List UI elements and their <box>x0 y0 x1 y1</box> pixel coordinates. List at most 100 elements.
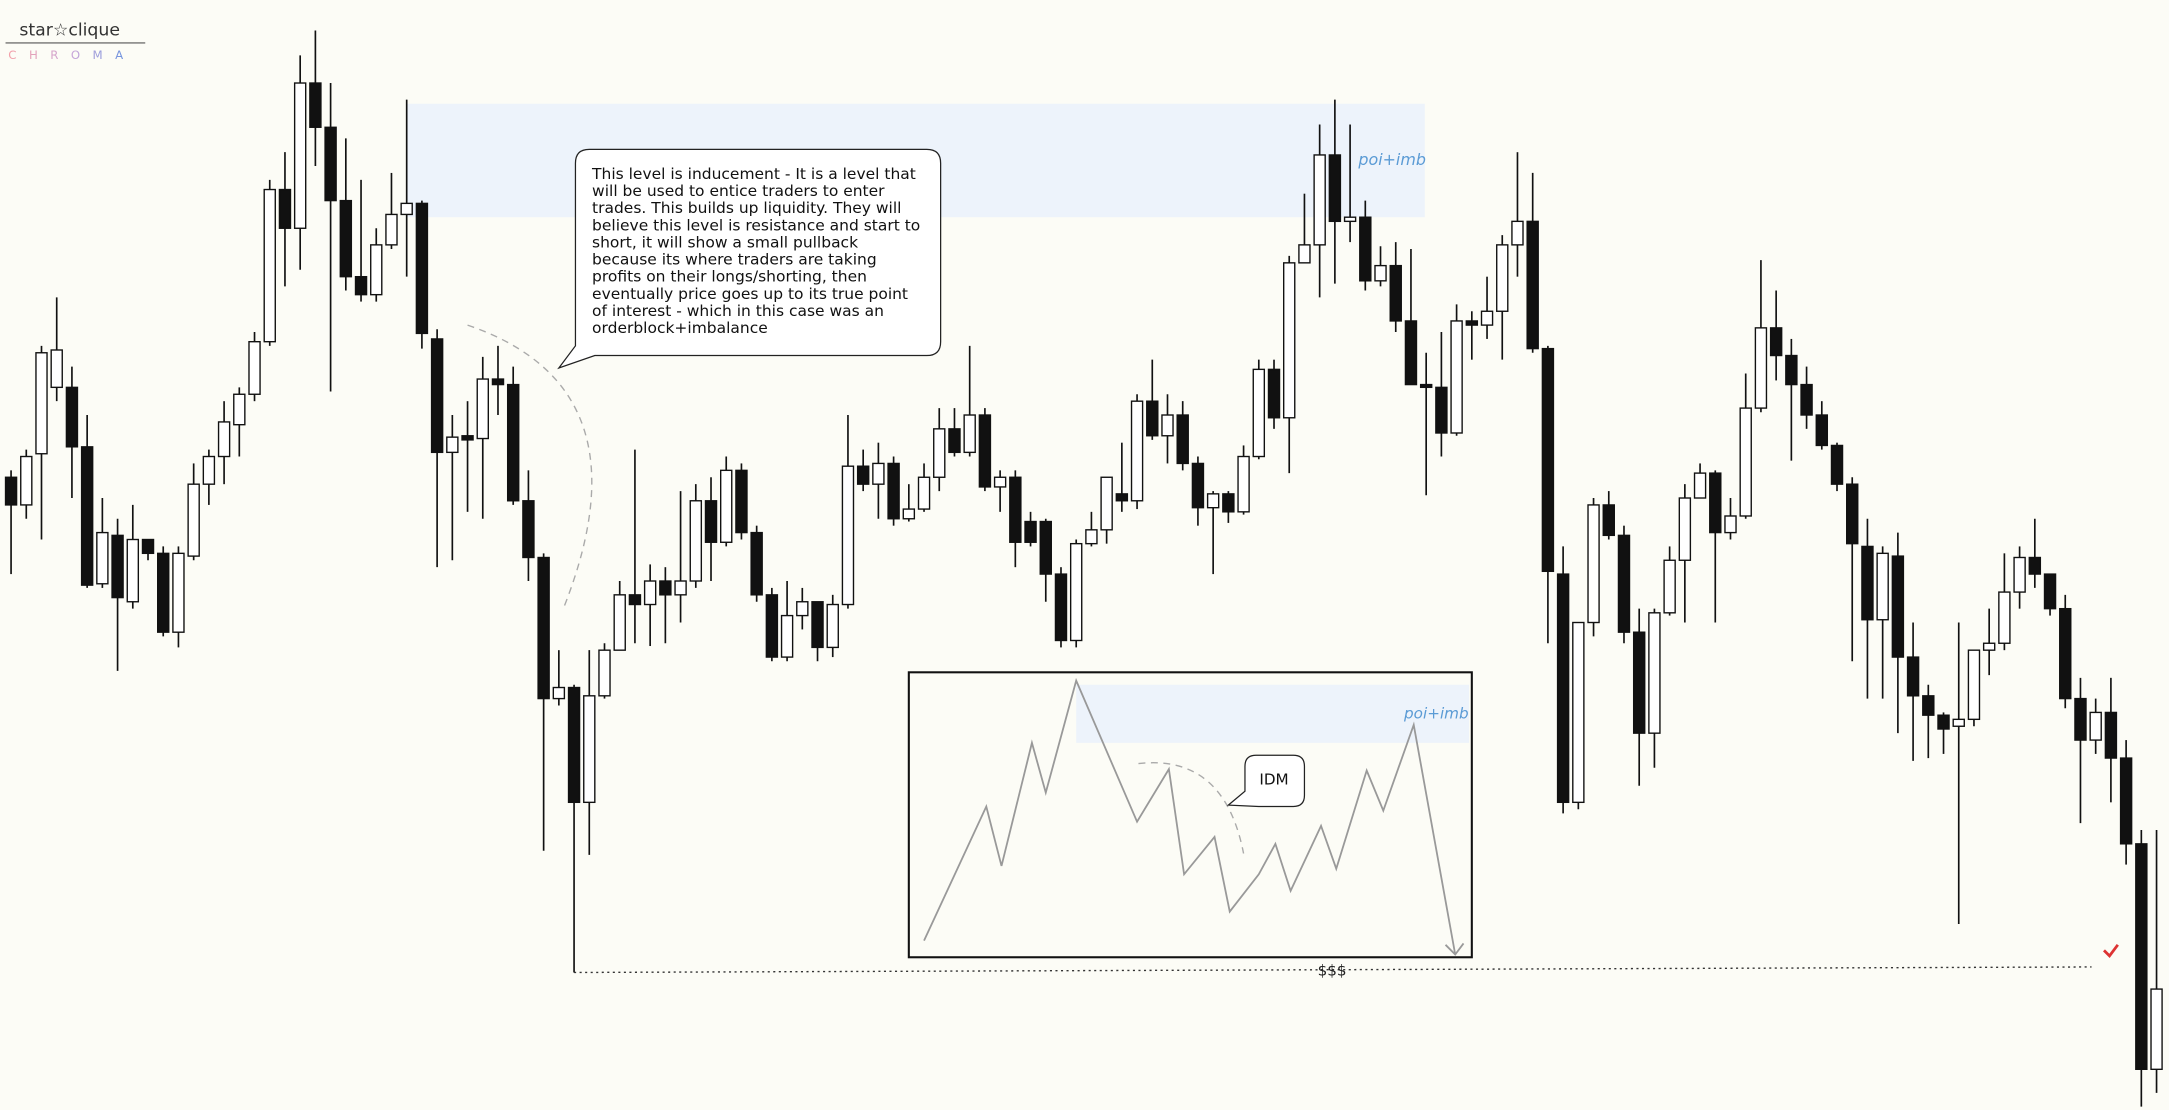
down-body <box>2059 607 2072 700</box>
up-body <box>902 508 916 520</box>
logo: star☆clique CHROMA <box>5 20 146 62</box>
up-body <box>1876 552 1889 621</box>
down-body <box>1039 520 1052 575</box>
down-body <box>1404 320 1418 386</box>
callout-line: because its where traders are taking <box>592 251 877 269</box>
up-body <box>293 82 307 229</box>
down-body <box>1465 320 1479 326</box>
up-body <box>187 483 200 557</box>
down-body <box>628 594 642 606</box>
down-body <box>1937 714 1950 730</box>
up-body <box>674 580 687 596</box>
down-body <box>1556 573 1570 804</box>
up-body <box>796 601 809 617</box>
inset: poi+imb IDM <box>907 671 1473 959</box>
up-body <box>35 352 48 455</box>
up-body <box>841 465 855 606</box>
up-body <box>552 686 566 700</box>
up-body <box>2150 988 2163 1070</box>
down-body <box>978 414 992 488</box>
down-body <box>80 446 94 586</box>
down-body <box>1769 327 1783 357</box>
up-body <box>613 594 626 651</box>
inset-zone-label: poi+imb <box>1403 704 1469 722</box>
down-body <box>354 275 368 296</box>
up-body <box>446 436 459 454</box>
up-body <box>1161 414 1174 437</box>
down-body <box>2135 843 2148 1070</box>
down-body <box>506 383 520 502</box>
down-body <box>111 534 124 599</box>
down-body <box>278 188 292 229</box>
down-body <box>887 462 900 520</box>
down-body <box>65 386 79 448</box>
down-body <box>430 338 444 454</box>
up-body <box>1252 368 1266 458</box>
down-body <box>1830 444 1844 485</box>
callout-box <box>557 148 942 370</box>
down-body <box>1785 354 1798 386</box>
down-body <box>704 500 718 543</box>
down-body <box>1891 555 1905 658</box>
logo-name: star☆clique <box>19 20 120 40</box>
down-body <box>1024 520 1037 543</box>
up-body <box>1587 504 1600 624</box>
down-body <box>1419 383 1433 389</box>
logo-sub: CHROMA <box>8 48 135 62</box>
up-body <box>1754 327 1768 409</box>
up-body <box>720 469 733 543</box>
up-body <box>1572 621 1585 804</box>
up-body <box>217 421 231 458</box>
down-body <box>1541 347 1555 573</box>
up-body <box>400 202 413 216</box>
down-body <box>2104 711 2118 759</box>
down-body <box>2028 556 2042 575</box>
down-body <box>1176 414 1189 465</box>
down-body <box>1328 154 1342 223</box>
zone-label: poi+imb <box>1357 150 1426 169</box>
down-body <box>1861 545 1874 621</box>
down-body <box>750 531 763 596</box>
down-body <box>1526 220 1539 350</box>
up-body <box>1511 220 1524 246</box>
up-body <box>20 455 33 506</box>
up-body <box>233 393 246 426</box>
down-body <box>324 126 337 202</box>
up-body <box>370 244 383 296</box>
up-body <box>1663 559 1676 614</box>
down-body <box>522 500 535 559</box>
down-body <box>856 465 870 485</box>
down-body <box>461 435 474 441</box>
up-body <box>1283 262 1296 419</box>
down-body <box>1146 400 1159 437</box>
up-body <box>598 649 611 697</box>
down-body <box>2074 697 2087 741</box>
up-body <box>1100 476 1113 531</box>
up-body <box>872 462 885 485</box>
down-body <box>1906 656 1920 697</box>
up-body <box>1343 216 1357 223</box>
check-icon <box>2103 943 2119 958</box>
up-body <box>780 614 794 658</box>
down-body <box>567 686 581 804</box>
up-body <box>963 414 976 454</box>
up-body <box>1298 244 1311 264</box>
up-body <box>96 531 109 585</box>
up-body <box>2089 711 2102 741</box>
up-body <box>248 341 261 395</box>
down-body <box>1115 493 1129 502</box>
callout-line: believe this level is resistance and sta… <box>592 216 920 234</box>
down-body <box>1009 476 1022 543</box>
up-body <box>1998 591 2011 644</box>
down-body <box>1617 534 1631 633</box>
up-body <box>1313 154 1326 246</box>
down-body <box>2043 573 2057 610</box>
inset-path <box>923 677 1457 955</box>
idm-bubble <box>1226 754 1306 808</box>
up-body <box>1678 497 1692 561</box>
liquidity-label: $$$ <box>1318 962 1347 980</box>
up-body <box>583 695 596 804</box>
inset-arrow <box>1444 942 1465 956</box>
up-body <box>172 552 185 633</box>
